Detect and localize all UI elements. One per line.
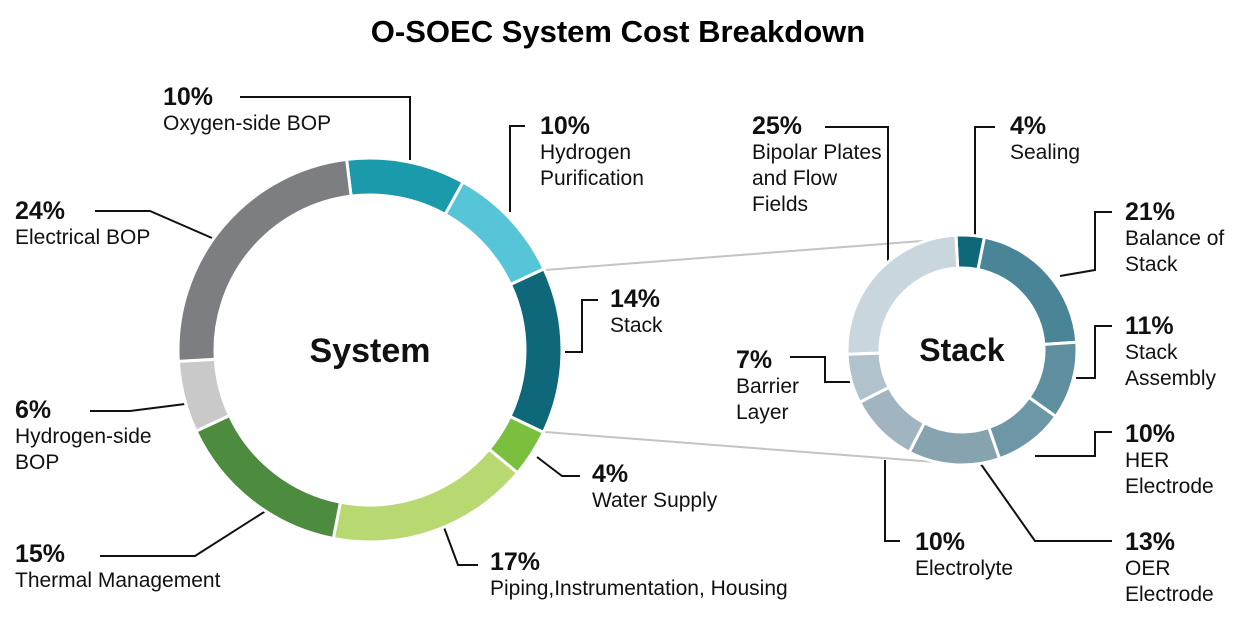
segment-label: 10% Hydrogen Purification: [540, 112, 710, 192]
leader: [974, 126, 995, 238]
category-label: Bipolar Plates and Flow Fields: [752, 141, 882, 216]
value-label: 10%: [540, 112, 591, 140]
value-label: 17%: [490, 548, 541, 576]
connector: [544, 431, 936, 463]
leader: [977, 459, 1112, 542]
segment-label: 4% Sealing: [1010, 112, 1130, 166]
leader: [536, 456, 580, 477]
value-label: 15%: [15, 540, 66, 568]
category-label: OER Electrode: [1125, 557, 1214, 606]
segment-label: 14% Stack: [610, 285, 730, 339]
donut-segment: [443, 180, 547, 287]
zoom-connectors: [544, 239, 936, 463]
value-label: 10%: [1125, 420, 1176, 448]
center-label: Stack: [919, 332, 1005, 368]
leader: [240, 96, 411, 160]
category-label: Oxygen-side BOP: [163, 112, 332, 135]
category-label: Hydrogen Purification: [540, 141, 644, 190]
category-label: Thermal Management: [15, 569, 221, 592]
segment-label: 4% Water Supply: [592, 460, 792, 514]
donut-segment: [344, 156, 466, 217]
category-label: Barrier Layer: [736, 375, 800, 424]
leader: [825, 126, 889, 262]
donut-segment: [845, 233, 960, 356]
leader: [509, 125, 525, 212]
value-label: 21%: [1125, 198, 1176, 226]
segment-label: 6% Hydrogen-side BOP: [15, 396, 165, 476]
segment-label: 25% Bipolar Plates and Flow Fields: [752, 112, 892, 218]
category-label: Sealing: [1010, 141, 1081, 164]
value-label: 13%: [1125, 528, 1176, 556]
category-label: HER Electrode: [1125, 449, 1214, 498]
segment-label: 21% Balance of Stack: [1125, 198, 1235, 278]
donut-segment: [193, 413, 343, 541]
leader: [565, 299, 598, 353]
leader: [95, 210, 213, 239]
segment-label: 7% Barrier Layer: [736, 346, 816, 426]
category-label: Hydrogen-side BOP: [15, 425, 152, 474]
leader: [790, 356, 855, 383]
segment-label: 17% Piping,Instrumentation, Housing: [490, 548, 810, 602]
category-label: Stack Assembly: [1125, 341, 1217, 390]
segment-label: 11% Stack Assembly: [1125, 312, 1235, 392]
leader: [884, 460, 900, 542]
chart-title: O-SOEC System Cost Breakdown: [371, 14, 865, 49]
value-label: 24%: [15, 197, 66, 225]
leader: [100, 504, 276, 557]
center-label: System: [310, 332, 431, 370]
segment-label: 10% Oxygen-side BOP: [163, 83, 383, 137]
value-label: 6%: [15, 396, 52, 424]
leader: [1035, 431, 1112, 457]
connector: [544, 239, 936, 271]
value-label: 4%: [1010, 112, 1047, 140]
segment-label: 15% Thermal Management: [15, 540, 315, 594]
value-label: 25%: [752, 112, 803, 140]
category-label: Water Supply: [592, 489, 718, 512]
value-label: 11%: [1125, 312, 1174, 340]
category-label: Piping,Instrumentation, Housing: [490, 577, 788, 600]
donut-segment: [508, 266, 564, 435]
value-label: 10%: [163, 83, 214, 111]
leader: [90, 403, 186, 412]
value-label: 10%: [915, 528, 966, 556]
category-label: Electrical BOP: [15, 226, 151, 249]
value-label: 14%: [610, 285, 661, 313]
leader: [1076, 325, 1112, 379]
segment-label: 24% Electrical BOP: [15, 197, 165, 251]
donut-segment: [176, 157, 353, 363]
donut-segment: [976, 235, 1079, 347]
donut-segment: [176, 357, 232, 434]
category-label: Stack: [610, 314, 663, 337]
leader: [441, 521, 478, 566]
segment-label: 10% HER Electrode: [1125, 420, 1235, 500]
segment-label: 13% OER Electrode: [1125, 528, 1235, 608]
leader: [1059, 211, 1112, 277]
category-label: Balance of Stack: [1125, 227, 1225, 276]
value-label: 7%: [736, 346, 773, 374]
donut-segment: [331, 447, 520, 544]
value-label: 4%: [592, 460, 629, 488]
leader-lines: [90, 96, 1112, 566]
segment-label: 10% Electrolyte: [915, 528, 1045, 582]
category-label: Electrolyte: [915, 557, 1014, 580]
